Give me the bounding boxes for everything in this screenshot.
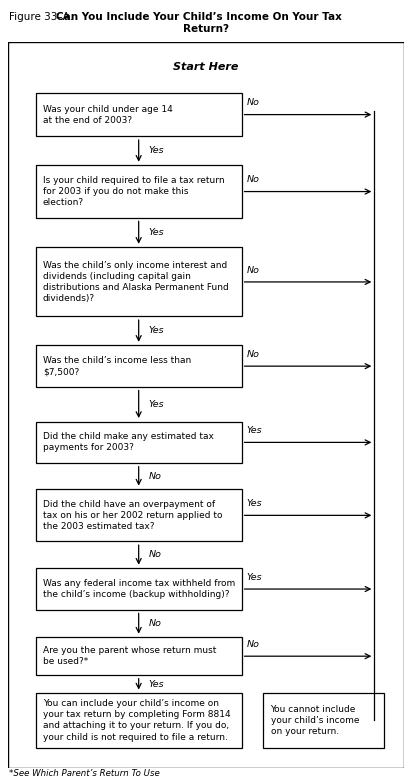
Text: Can You Include Your Child’s Income On Your Tax: Can You Include Your Child’s Income On Y… [56, 12, 342, 22]
Bar [36, 693, 242, 748]
Text: Yes: Yes [246, 573, 262, 582]
Text: No: No [246, 350, 260, 359]
Text: Is your child required to file a tax return
for 2003 if you do not make this
ele: Is your child required to file a tax ret… [43, 176, 225, 207]
Bar [36, 93, 242, 136]
Text: Are you the parent whose return must
be used?*: Are you the parent whose return must be … [43, 646, 216, 666]
Text: You cannot include
your child’s income
on your return.: You cannot include your child’s income o… [271, 705, 359, 736]
Text: Did the child make any estimated tax
payments for 2003?: Did the child make any estimated tax pay… [43, 432, 214, 452]
Text: Return?: Return? [183, 24, 229, 34]
Text: Yes: Yes [149, 680, 164, 688]
Text: *See Which Parent’s Return To Use: *See Which Parent’s Return To Use [9, 769, 160, 778]
Text: No: No [246, 98, 260, 107]
Text: Yes: Yes [149, 400, 164, 408]
Text: Figure 33–A.: Figure 33–A. [9, 12, 73, 22]
Bar [36, 489, 242, 542]
Text: Was the child’s income less than
$7,500?: Was the child’s income less than $7,500? [43, 356, 191, 376]
Text: Yes: Yes [246, 499, 262, 508]
Bar [36, 346, 242, 387]
Text: Did the child have an overpayment of
tax on his or her 2002 return applied to
th: Did the child have an overpayment of tax… [43, 499, 222, 531]
Bar [36, 422, 242, 463]
Text: Was your child under age 14
at the end of 2003?: Was your child under age 14 at the end o… [43, 104, 173, 125]
Bar [263, 693, 384, 748]
Text: Yes: Yes [149, 228, 164, 237]
Text: No: No [246, 640, 260, 649]
Text: Start Here: Start Here [173, 63, 239, 72]
Text: No: No [149, 472, 162, 481]
Bar [36, 165, 242, 218]
Text: Yes: Yes [149, 147, 164, 155]
Bar [36, 568, 242, 610]
Text: Yes: Yes [246, 426, 262, 435]
Text: Was the child’s only income interest and
dividends (including capital gain
distr: Was the child’s only income interest and… [43, 261, 229, 303]
Bar [36, 248, 242, 317]
Text: Yes: Yes [149, 326, 164, 336]
Text: Was any federal income tax withheld from
the child’s income (backup withholding): Was any federal income tax withheld from… [43, 579, 235, 599]
Text: You can include your child’s income on
your tax return by completing Form 8814
a: You can include your child’s income on y… [43, 699, 230, 742]
Text: No: No [246, 176, 260, 184]
Text: No: No [149, 550, 162, 560]
Text: No: No [149, 619, 162, 628]
Bar [36, 637, 242, 675]
Text: No: No [246, 266, 260, 274]
